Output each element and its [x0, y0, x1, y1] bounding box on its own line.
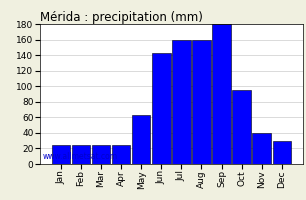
Text: www.allmetsat.com: www.allmetsat.com	[43, 152, 118, 161]
Bar	[212, 24, 231, 164]
Bar	[152, 53, 170, 164]
Bar	[172, 40, 191, 164]
Bar	[52, 145, 70, 164]
Bar	[273, 141, 291, 164]
Bar	[112, 145, 130, 164]
Bar	[232, 90, 251, 164]
Bar	[72, 145, 90, 164]
Text: Mérida : precipitation (mm): Mérida : precipitation (mm)	[40, 11, 203, 24]
Bar	[132, 115, 151, 164]
Bar	[252, 133, 271, 164]
Bar	[92, 145, 110, 164]
Bar	[192, 40, 211, 164]
